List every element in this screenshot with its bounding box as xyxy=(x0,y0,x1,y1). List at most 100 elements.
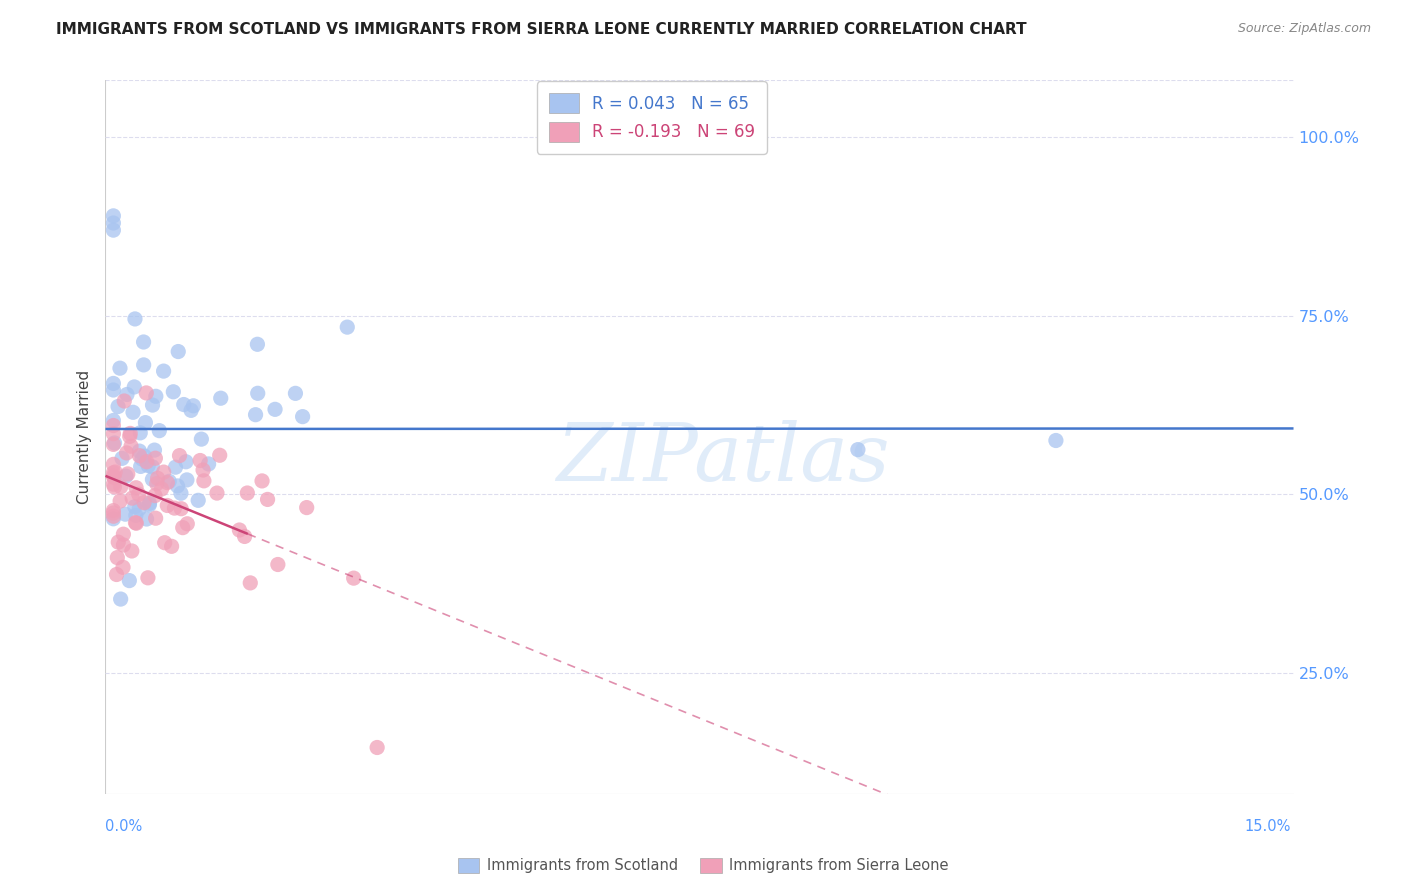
Point xyxy=(145,389,167,403)
Point xyxy=(115,446,138,460)
Point xyxy=(846,442,869,457)
Text: Source: ZipAtlas.com: Source: ZipAtlas.com xyxy=(1237,22,1371,36)
Point xyxy=(103,480,125,494)
Point xyxy=(134,416,156,430)
Point xyxy=(103,209,125,223)
Point xyxy=(103,376,125,391)
Point xyxy=(183,399,205,413)
Point xyxy=(114,507,136,521)
Point xyxy=(167,344,190,359)
Point xyxy=(108,361,131,376)
Point xyxy=(103,458,125,472)
Point xyxy=(103,512,125,526)
Point xyxy=(115,469,138,483)
Point xyxy=(125,516,148,531)
Point xyxy=(295,500,318,515)
Point xyxy=(135,386,157,401)
Point xyxy=(152,465,174,479)
Point xyxy=(118,574,141,588)
Point xyxy=(366,740,388,755)
Point xyxy=(172,521,194,535)
Point xyxy=(110,592,132,607)
Point xyxy=(103,470,125,484)
Point xyxy=(146,471,169,485)
Point xyxy=(120,426,142,441)
Point xyxy=(153,535,176,549)
Point xyxy=(111,451,134,466)
Point xyxy=(103,413,125,427)
Y-axis label: Currently Married: Currently Married xyxy=(77,370,93,504)
Point xyxy=(264,402,287,417)
Point xyxy=(233,529,256,543)
Point xyxy=(138,498,160,512)
Point xyxy=(103,426,125,441)
Point xyxy=(173,398,195,412)
Point xyxy=(122,405,145,419)
Text: ZIPatlas: ZIPatlas xyxy=(557,420,890,497)
Point xyxy=(131,452,153,467)
Point xyxy=(208,448,231,462)
Point xyxy=(250,474,273,488)
Point xyxy=(157,475,180,489)
Point xyxy=(112,394,135,409)
Point xyxy=(120,439,142,453)
Point xyxy=(180,403,202,417)
Point xyxy=(141,459,163,474)
Point xyxy=(105,550,128,565)
Point xyxy=(187,493,209,508)
Point xyxy=(291,409,314,424)
Point xyxy=(245,408,267,422)
Point xyxy=(124,312,146,326)
Point xyxy=(117,467,139,481)
Point xyxy=(103,506,125,520)
Point xyxy=(169,449,191,463)
Point xyxy=(188,453,211,467)
Point xyxy=(103,223,125,237)
Point xyxy=(124,380,146,394)
Point xyxy=(103,469,125,483)
Point xyxy=(110,480,132,494)
Point xyxy=(103,503,125,517)
Point xyxy=(128,501,150,516)
Point xyxy=(132,496,155,510)
Point xyxy=(105,567,128,582)
Point xyxy=(165,460,187,475)
Point xyxy=(121,491,143,505)
Point xyxy=(145,451,167,466)
Point xyxy=(138,496,160,510)
Point xyxy=(134,449,156,463)
Point xyxy=(246,386,269,401)
Point xyxy=(141,398,163,412)
Point xyxy=(124,516,146,530)
Point xyxy=(107,400,129,414)
Point xyxy=(156,499,179,513)
Point xyxy=(128,444,150,458)
Point xyxy=(103,383,125,397)
Point xyxy=(128,449,150,463)
Point xyxy=(1045,434,1067,448)
Point xyxy=(148,424,170,438)
Point xyxy=(103,436,125,450)
Point xyxy=(145,476,167,491)
Legend: R = 0.043   N = 65, R = -0.193   N = 69: R = 0.043 N = 65, R = -0.193 N = 69 xyxy=(537,81,766,153)
Point xyxy=(129,459,152,474)
Point xyxy=(103,216,125,230)
Point xyxy=(150,482,173,496)
Point xyxy=(121,544,143,558)
Text: 15.0%: 15.0% xyxy=(1244,820,1291,834)
Point xyxy=(336,320,359,334)
Point xyxy=(193,474,215,488)
Point xyxy=(129,425,152,440)
Point xyxy=(176,516,198,531)
Point xyxy=(103,418,125,433)
Point xyxy=(103,437,125,451)
Point xyxy=(103,509,125,524)
Point xyxy=(160,539,183,553)
Point xyxy=(108,494,131,508)
Point xyxy=(343,571,366,585)
Point xyxy=(136,458,159,473)
Text: 0.0%: 0.0% xyxy=(105,820,142,834)
Point xyxy=(132,334,155,349)
Point xyxy=(267,558,290,572)
Point xyxy=(162,384,184,399)
